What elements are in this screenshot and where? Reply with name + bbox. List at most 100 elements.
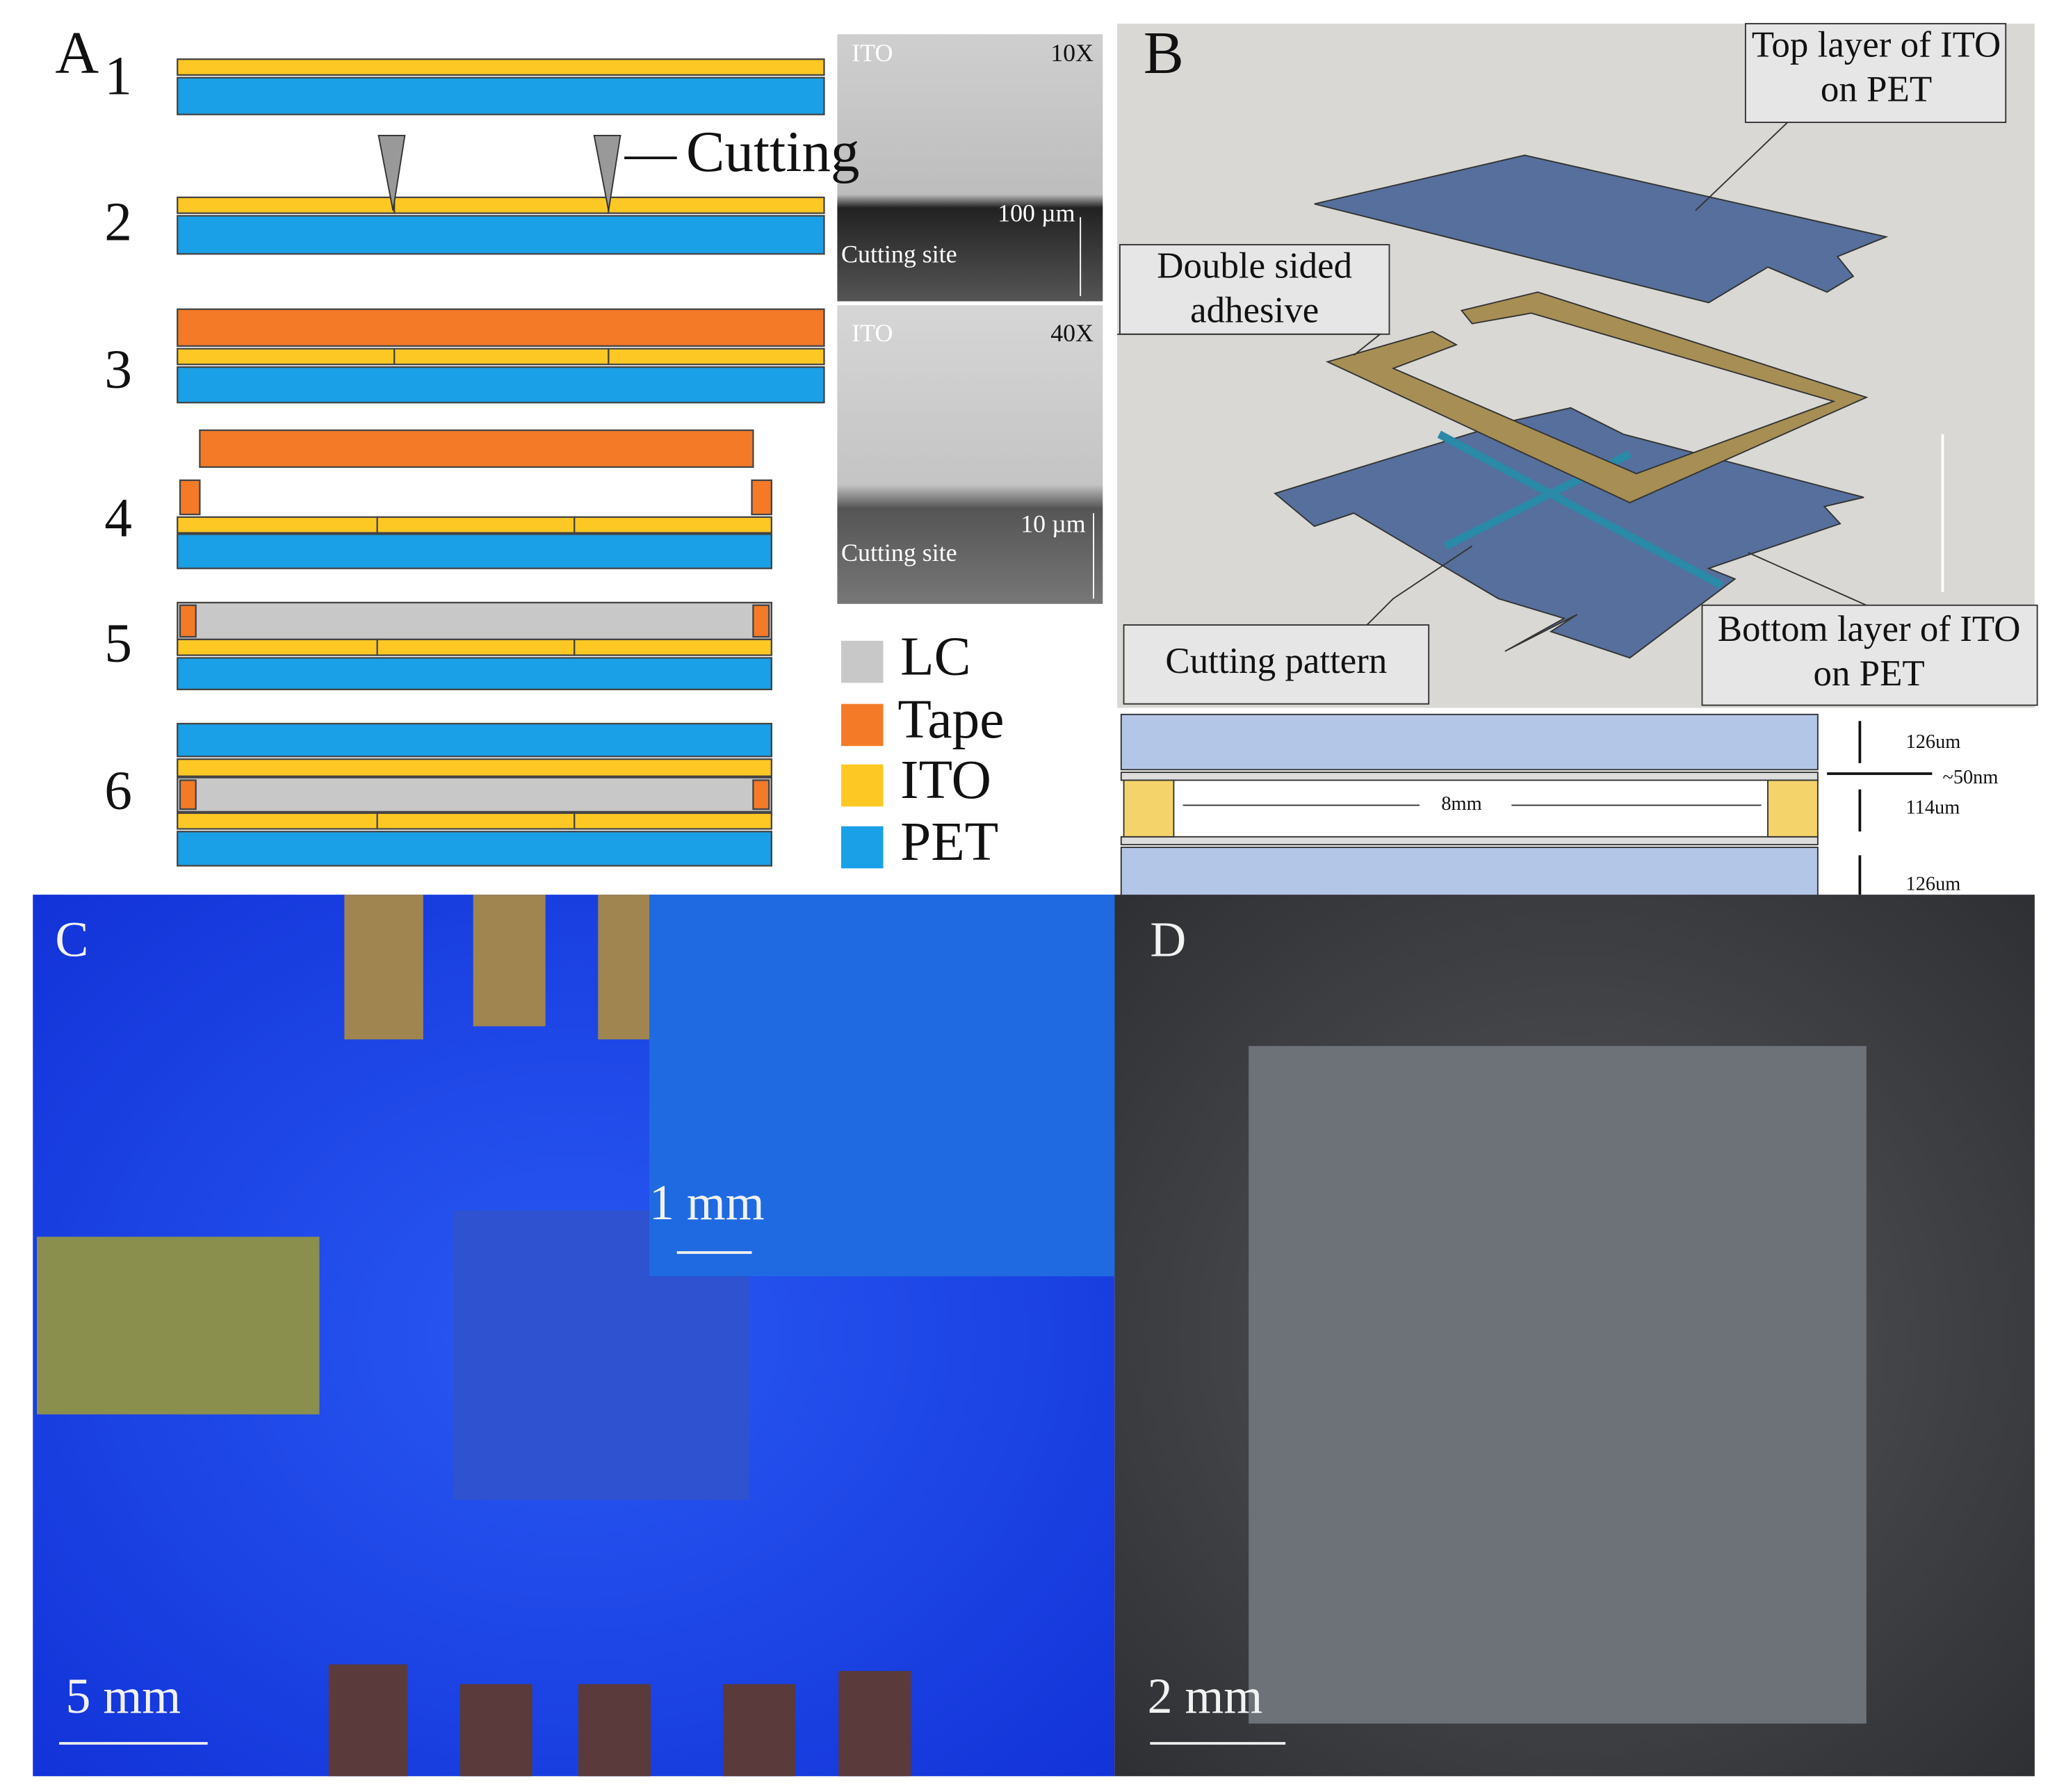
pet-layer xyxy=(177,657,772,690)
legend-swatch xyxy=(841,826,884,869)
top-layer-label: Top layer of ITO on PET xyxy=(1751,24,2001,111)
ito-layer xyxy=(177,812,378,830)
step-number: 5 xyxy=(104,612,132,674)
ito-layer xyxy=(177,348,396,366)
micro-scale: 10 µm xyxy=(1021,510,1086,537)
ito-layer xyxy=(608,196,825,214)
pet-layer xyxy=(177,831,772,867)
scale-label: 2 mm xyxy=(1148,1668,1263,1724)
dim-label: 126um xyxy=(1906,731,1961,753)
ito-layer xyxy=(574,516,772,534)
ito-top xyxy=(1120,772,1819,781)
micro-site: Cutting site xyxy=(841,539,957,567)
callout xyxy=(1119,244,1390,335)
micro-mag: 10X xyxy=(1050,39,1093,67)
cutting-label: Cutting xyxy=(686,120,860,184)
leader xyxy=(1366,545,1473,626)
ito-layer xyxy=(376,812,576,830)
ito-layer xyxy=(177,196,396,214)
ito-layer xyxy=(574,812,772,830)
cutting-line xyxy=(1437,430,1724,589)
dim-label: 114um xyxy=(1906,797,1960,819)
electrodes xyxy=(328,895,911,1777)
step-number: 4 xyxy=(104,488,132,549)
pet-bottom xyxy=(1120,847,1819,901)
ito-layer xyxy=(177,58,825,76)
pet-layer xyxy=(177,722,772,758)
lc-layer xyxy=(177,601,772,641)
ito-layer xyxy=(574,638,772,656)
scale-bars xyxy=(59,1251,1286,1745)
callout-text: Top layer of ITO on PET xyxy=(1751,24,2001,111)
micro-scale: 100 µm xyxy=(998,199,1075,227)
dim-label: 126um xyxy=(1906,873,1961,895)
adhesive xyxy=(1123,779,1175,838)
callout-text: Double sided adhesive xyxy=(1157,245,1353,332)
scale-label: 1 mm xyxy=(649,1175,765,1230)
ito-layer xyxy=(376,638,576,656)
dim-label: 8mm xyxy=(1441,793,1481,815)
callout xyxy=(1744,23,2007,123)
pet-layer xyxy=(177,533,772,569)
scale-label: 5 mm xyxy=(66,1668,181,1724)
tape-layer xyxy=(199,429,754,469)
ito-layer xyxy=(177,638,378,656)
tape-spacer xyxy=(752,779,770,811)
bottom-layer xyxy=(1274,407,1864,659)
callout xyxy=(1701,604,2038,706)
panel-label: B xyxy=(1144,19,1184,86)
pet-layer xyxy=(177,366,825,404)
ito-layer xyxy=(177,516,378,534)
dim-label: ~50nm xyxy=(1943,767,1999,788)
adhesive xyxy=(1767,779,1819,838)
panel-label: D xyxy=(1150,912,1186,968)
ito-bottom xyxy=(1120,836,1819,846)
legend-label: PET xyxy=(900,811,998,872)
micro-material: ITO xyxy=(852,319,893,347)
adhesive-label: Double sided adhesive xyxy=(1157,245,1353,332)
tape-layer xyxy=(177,308,825,347)
inset xyxy=(649,895,1115,1277)
micro-site: Cutting site xyxy=(841,240,957,268)
ito-layer xyxy=(393,348,610,366)
legend-swatch xyxy=(841,764,884,807)
tape-spacer xyxy=(179,479,201,516)
tape-spacer xyxy=(179,604,197,638)
leader xyxy=(1695,122,1789,211)
cutting-pattern-label: Cutting pattern xyxy=(1165,641,1387,681)
tape-spacer xyxy=(752,604,770,638)
legend-swatch xyxy=(841,703,884,747)
ito-layer xyxy=(608,348,825,366)
leader xyxy=(1117,333,1382,356)
display-area xyxy=(1249,1045,1867,1724)
tape-spacer xyxy=(751,479,772,516)
ito-layer xyxy=(376,516,576,534)
legend-label: Tape xyxy=(897,689,1004,750)
ito-layer xyxy=(177,758,772,777)
pet-layer xyxy=(177,76,825,115)
step-number: 1 xyxy=(104,46,132,107)
callout-text: Bottom layer of ITO on PET xyxy=(1717,609,2021,695)
connector xyxy=(36,1237,320,1415)
ito-layer xyxy=(393,196,610,214)
step-number: 2 xyxy=(104,192,132,253)
leader xyxy=(1748,552,1867,606)
legend-swatch xyxy=(841,640,884,683)
top-layer xyxy=(1314,154,1889,304)
legend-label: ITO xyxy=(900,749,991,811)
blade xyxy=(377,135,406,211)
step-number: 6 xyxy=(104,760,132,821)
panel-label: C xyxy=(55,912,88,968)
adhesive-frame xyxy=(1325,291,1869,504)
pet-layer xyxy=(177,215,825,255)
legend-label: LC xyxy=(900,626,970,687)
micro-material: ITO xyxy=(852,39,893,67)
bottom-layer-label: Bottom layer of ITO on PET xyxy=(1717,609,2021,695)
blade xyxy=(593,135,621,211)
callout xyxy=(1123,624,1430,705)
shapes xyxy=(177,58,825,867)
tape-spacer xyxy=(179,779,197,811)
micro-mag: 40X xyxy=(1050,319,1093,347)
micrograph xyxy=(837,305,1103,604)
